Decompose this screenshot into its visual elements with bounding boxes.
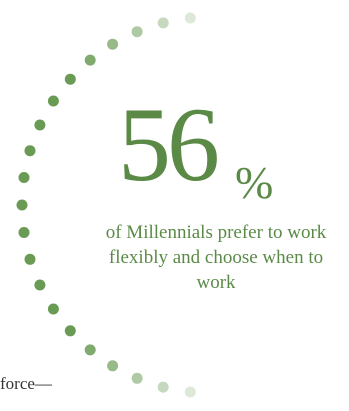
arc-dot bbox=[84, 54, 96, 66]
arc-dot bbox=[24, 145, 36, 157]
arc-dot bbox=[18, 172, 30, 183]
arc-dot bbox=[184, 12, 196, 24]
arc-dot bbox=[131, 26, 143, 38]
arc-dot bbox=[34, 119, 46, 131]
arc-dot bbox=[131, 372, 143, 384]
body-text-fragment: force— bbox=[0, 374, 52, 393]
stat-number: 56 bbox=[118, 86, 220, 203]
arc-dot bbox=[107, 38, 119, 50]
arc-dot bbox=[184, 386, 196, 398]
arc-dot bbox=[16, 199, 28, 211]
arc-dot bbox=[47, 303, 59, 315]
arc-dot bbox=[18, 227, 30, 238]
arc-dot bbox=[107, 360, 119, 372]
arc-dot bbox=[64, 325, 76, 337]
arc-dot bbox=[157, 381, 169, 393]
stat-caption: of Millennials prefer to work flexibly a… bbox=[105, 222, 327, 293]
arc-dot bbox=[157, 17, 169, 29]
stat-percent-sign: % bbox=[235, 157, 274, 208]
arc-dot bbox=[84, 344, 96, 356]
arc-dot bbox=[64, 73, 76, 85]
arc-dot bbox=[47, 95, 59, 107]
arc-dot bbox=[34, 279, 46, 291]
arc-dot bbox=[24, 253, 36, 265]
